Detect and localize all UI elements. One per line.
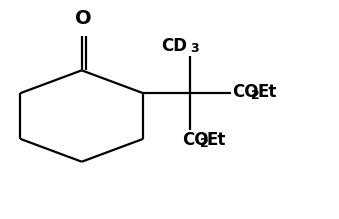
Text: CD: CD xyxy=(161,37,187,55)
Text: O: O xyxy=(75,9,92,28)
Text: 3: 3 xyxy=(190,42,199,55)
Text: Et: Et xyxy=(207,131,226,149)
Text: 2: 2 xyxy=(251,89,260,102)
Text: 2: 2 xyxy=(200,137,209,150)
Text: CO: CO xyxy=(233,83,259,101)
Text: Et: Et xyxy=(258,83,277,101)
Text: CO: CO xyxy=(182,131,208,149)
